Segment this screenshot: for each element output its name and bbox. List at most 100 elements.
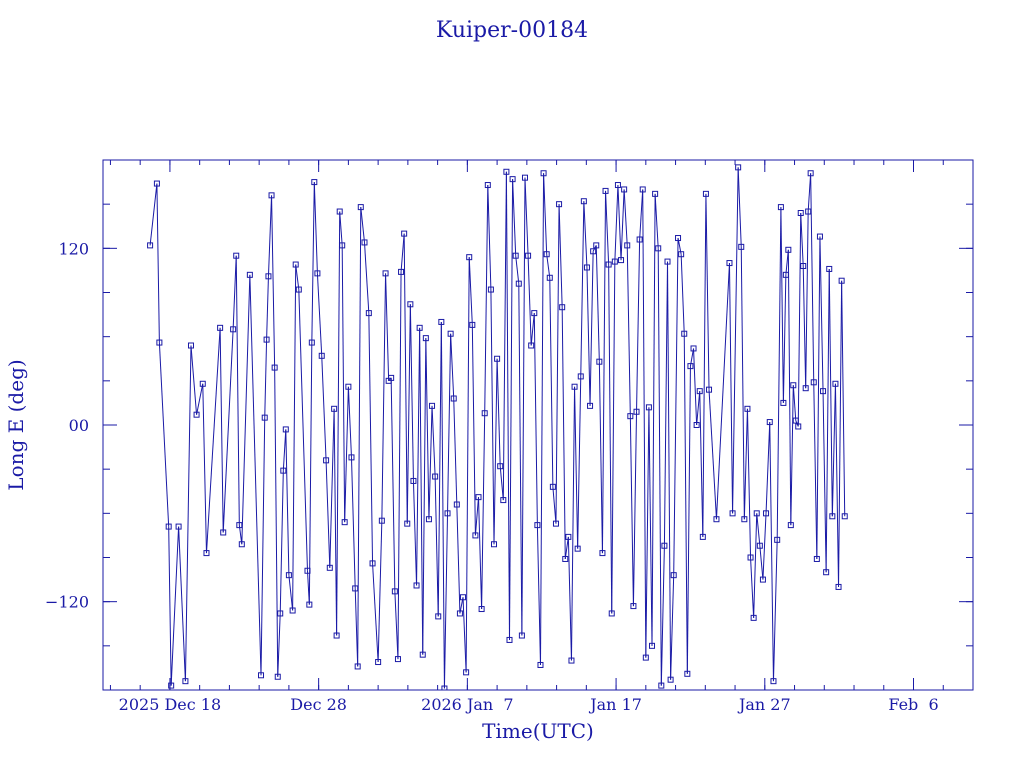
series-segment <box>825 268 830 573</box>
series-segment <box>219 327 224 533</box>
series-segment <box>822 391 827 573</box>
data-point <box>515 280 522 287</box>
series-segment <box>533 313 538 526</box>
data-point <box>352 585 359 592</box>
series-segment <box>508 179 514 640</box>
series-segment <box>756 513 761 546</box>
series-segment <box>782 274 787 403</box>
data-point <box>518 632 525 639</box>
data-point <box>444 510 451 517</box>
series-segment <box>341 245 346 523</box>
data-point <box>478 606 485 613</box>
data-point <box>750 614 757 621</box>
data-point <box>193 411 200 418</box>
series-segment <box>347 386 352 458</box>
data-point <box>265 273 272 280</box>
series-segment <box>178 526 186 682</box>
series-segment <box>512 179 517 256</box>
data-point <box>450 395 457 402</box>
data-point <box>826 265 833 272</box>
data-point <box>375 659 382 666</box>
data-point <box>738 243 745 250</box>
data-point <box>687 363 694 370</box>
series-segment <box>428 405 433 520</box>
data-point <box>829 513 836 520</box>
data-point <box>357 204 364 211</box>
data-point <box>537 661 544 668</box>
data-point <box>494 355 501 362</box>
data-point <box>670 572 677 579</box>
series-segment <box>344 386 349 523</box>
data-point <box>630 603 637 610</box>
series-segment <box>372 563 379 663</box>
data-point <box>782 271 789 278</box>
series-segment <box>696 391 701 426</box>
series-segment <box>759 545 764 580</box>
data-point <box>512 252 519 259</box>
series-segment <box>740 246 745 520</box>
series-segment <box>570 386 576 661</box>
series-lines <box>149 167 846 689</box>
data-point <box>156 339 163 346</box>
series-segment <box>478 497 483 610</box>
series-segment <box>577 376 582 549</box>
series-segment <box>651 193 656 646</box>
data-point <box>571 383 578 390</box>
x-tick-label: Dec 28 <box>290 695 347 714</box>
series-segment <box>390 377 396 592</box>
series-segment <box>325 460 331 568</box>
series-segment <box>474 497 480 536</box>
series-segment <box>295 264 300 290</box>
series-segment <box>285 429 290 576</box>
data-point <box>639 186 646 193</box>
series-segment <box>708 389 717 520</box>
data-point <box>741 516 748 523</box>
data-point <box>203 550 210 557</box>
data-point <box>565 533 572 540</box>
data-point <box>238 541 245 548</box>
data-point <box>503 168 510 175</box>
data-point <box>838 277 845 284</box>
data-point <box>331 405 338 412</box>
data-point <box>770 678 777 685</box>
series-segment <box>765 422 771 514</box>
data-point <box>636 236 643 243</box>
data-point <box>521 174 528 181</box>
series-segment <box>683 333 688 674</box>
y-tick-label: 00 <box>69 416 89 435</box>
data-point <box>460 594 467 601</box>
series-segment <box>409 304 414 481</box>
data-point <box>306 601 313 608</box>
data-point <box>706 386 713 393</box>
series-segment <box>422 338 427 655</box>
data-point <box>590 248 597 255</box>
series-segment <box>336 211 341 636</box>
data-point <box>382 270 389 277</box>
data-point <box>568 657 575 664</box>
data-point <box>419 651 426 658</box>
series-segment <box>235 255 240 526</box>
series-segment <box>807 173 812 212</box>
data-point <box>304 567 311 574</box>
series-segment <box>462 597 467 673</box>
y-tick-label: 120 <box>58 239 89 258</box>
data-point <box>753 510 760 517</box>
data-point <box>277 610 284 617</box>
series-segment <box>184 345 192 682</box>
series-segment <box>456 504 461 614</box>
series-segment <box>693 348 698 426</box>
series-segment <box>381 273 387 521</box>
series-segment <box>667 261 672 680</box>
data-point <box>787 522 794 529</box>
series-segment <box>743 408 748 520</box>
series-segment <box>772 539 778 682</box>
series-segment <box>543 173 548 255</box>
data-point <box>435 613 442 620</box>
series-segment <box>699 391 704 537</box>
series-segment <box>308 342 313 605</box>
data-point <box>365 310 372 317</box>
data-point <box>684 670 691 677</box>
series-segment <box>311 182 315 343</box>
series-segment <box>828 268 833 517</box>
